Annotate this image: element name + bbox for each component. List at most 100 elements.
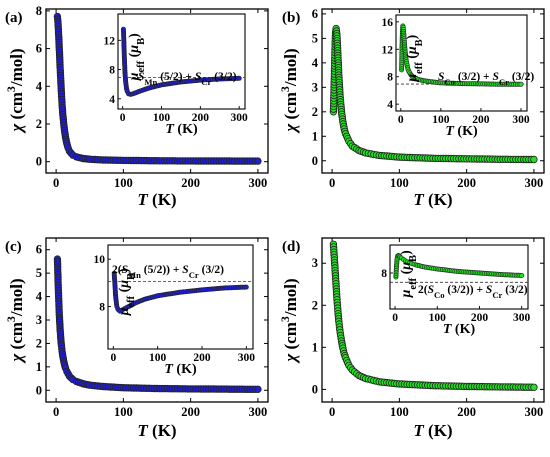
inset-y-axis-label: μeff (μB) bbox=[399, 250, 419, 298]
y-tick-label: 3 bbox=[36, 313, 42, 327]
inset-x-axis-label: T (K) bbox=[165, 122, 198, 137]
inset-x-tick-label: 300 bbox=[513, 312, 531, 324]
inset-data-series bbox=[120, 26, 242, 97]
inset-x-tick-label: 300 bbox=[231, 112, 249, 124]
panel-label: (a) bbox=[5, 10, 23, 26]
panel-label: (d) bbox=[282, 239, 300, 255]
y-tick-label: 6 bbox=[36, 243, 42, 257]
inset-plot: 0 100 200 300 8 T (K) μeff (μB)2(SCo (3/2)) + … bbox=[381, 244, 531, 337]
inset-x-tick-label: 300 bbox=[512, 114, 530, 126]
inset-x-tick-label: 100 bbox=[149, 352, 167, 364]
y-tick-label: 5 bbox=[312, 31, 318, 45]
y-tick-label: 4 bbox=[36, 290, 43, 304]
y-axis-label: χ (cm3/mol) bbox=[4, 48, 26, 133]
inset-y-tick-label: 12 bbox=[104, 35, 116, 47]
x-tick-label: 0 bbox=[329, 405, 335, 419]
data-point bbox=[530, 155, 538, 164]
x-tick-label: 100 bbox=[114, 176, 133, 190]
x-tick-label: 100 bbox=[390, 176, 409, 190]
inset-data-point bbox=[236, 75, 242, 81]
y-tick-label: 0 bbox=[36, 383, 42, 397]
inset-y-tick-label: 10 bbox=[94, 254, 106, 266]
inset-data-series bbox=[399, 23, 524, 87]
data-point bbox=[254, 385, 262, 393]
inset-y-tick-label: 8 bbox=[99, 301, 105, 313]
x-tick-label: 300 bbox=[525, 405, 544, 419]
y-tick-label: 3 bbox=[312, 80, 318, 94]
y-tick-label: 4 bbox=[36, 79, 43, 93]
data-series bbox=[53, 255, 262, 393]
inset-data-point bbox=[519, 272, 525, 278]
y-axis-label: χ (cm3/mol) bbox=[278, 48, 300, 133]
inset-frame bbox=[107, 244, 254, 350]
panel-label: (b) bbox=[282, 10, 300, 26]
x-tick-label: 0 bbox=[329, 176, 335, 190]
data-series bbox=[329, 240, 538, 391]
inset-annotation: SMn (5/2) + SCr (3/2) bbox=[138, 71, 237, 87]
y-tick-label: 1 bbox=[312, 129, 318, 143]
data-point bbox=[254, 157, 262, 165]
y-tick-label: 2 bbox=[36, 117, 42, 131]
x-tick-label: 200 bbox=[457, 176, 476, 190]
inset-y-tick-label: 16 bbox=[382, 17, 394, 29]
inset-x-tick-label: 200 bbox=[472, 114, 490, 126]
inset-x-tick-label: 200 bbox=[192, 112, 210, 124]
inset-x-tick-label: 0 bbox=[120, 112, 126, 124]
inset-x-axis-label: T (K) bbox=[443, 322, 476, 337]
inset-plot: 0 100 200 300 4 8 12 T (K) μeff (μB)SMn (5/2) + … bbox=[104, 13, 249, 137]
y-tick-label: 5 bbox=[36, 266, 42, 280]
inset-y-tick-label: 8 bbox=[381, 268, 387, 280]
x-axis-label: T (K) bbox=[137, 190, 176, 209]
x-tick-label: 300 bbox=[525, 176, 544, 190]
y-tick-label: 8 bbox=[36, 4, 42, 18]
plot-frame bbox=[321, 8, 545, 174]
x-tick-label: 300 bbox=[249, 405, 268, 419]
inset-data-series bbox=[393, 253, 525, 280]
inset-x-tick-label: 200 bbox=[471, 312, 489, 324]
inset-annotation: 2(SMn (5/2)) + SCr (3/2) bbox=[112, 264, 224, 280]
inset-data-series bbox=[111, 270, 249, 314]
inset-x-axis-label: T (K) bbox=[445, 124, 478, 139]
inset-x-tick-label: 100 bbox=[429, 312, 447, 324]
inset-y-axis-label: μeff (μB) bbox=[405, 34, 425, 82]
x-axis-label: T (K) bbox=[137, 421, 176, 440]
inset-y-tick-label: 8 bbox=[387, 72, 393, 84]
y-axis-label: χ (cm3/mol) bbox=[278, 278, 300, 363]
inset-y-axis-label: μeff (μB) bbox=[127, 33, 147, 81]
plot-frame bbox=[321, 237, 545, 403]
y-tick-label: 3 bbox=[312, 256, 318, 270]
inset-annotation: SCo (3/2) + SCr (3/2) bbox=[438, 71, 534, 87]
y-tick-label: 2 bbox=[312, 298, 318, 312]
inset-y-tick-label: 12 bbox=[382, 44, 394, 56]
y-tick-label: 6 bbox=[36, 42, 42, 56]
y-tick-label: 1 bbox=[36, 360, 42, 374]
x-tick-label: 200 bbox=[457, 405, 476, 419]
inset-data-point bbox=[518, 81, 524, 87]
y-axis-label: χ (cm3/mol) bbox=[4, 278, 26, 363]
x-axis-label: T (K) bbox=[413, 190, 452, 209]
data-point bbox=[530, 383, 538, 391]
y-tick-label: 0 bbox=[312, 382, 318, 396]
inset-x-tick-label: 100 bbox=[153, 112, 171, 124]
y-tick-label: 0 bbox=[312, 154, 318, 168]
y-tick-label: 0 bbox=[36, 155, 42, 169]
panel-label: (c) bbox=[5, 239, 22, 255]
inset-y-axis-label: μeff (μB) bbox=[117, 268, 137, 316]
x-tick-label: 100 bbox=[114, 405, 133, 419]
x-tick-label: 0 bbox=[53, 405, 59, 419]
inset-x-tick-label: 100 bbox=[432, 114, 450, 126]
x-tick-label: 100 bbox=[390, 405, 409, 419]
x-tick-label: 0 bbox=[53, 176, 59, 190]
inset-x-tick-label: 0 bbox=[110, 352, 116, 364]
inset-frame bbox=[395, 14, 528, 112]
inset-x-axis-label: T (K) bbox=[164, 362, 197, 377]
inset-x-tick-label: 200 bbox=[193, 352, 211, 364]
inset-annotation: 2(SCo (3/2)) + SCr (3/2) bbox=[418, 284, 528, 300]
data-series bbox=[329, 24, 538, 164]
y-tick-label: 2 bbox=[312, 105, 318, 119]
inset-x-tick-label: 0 bbox=[392, 312, 398, 324]
y-tick-label: 2 bbox=[36, 336, 42, 350]
